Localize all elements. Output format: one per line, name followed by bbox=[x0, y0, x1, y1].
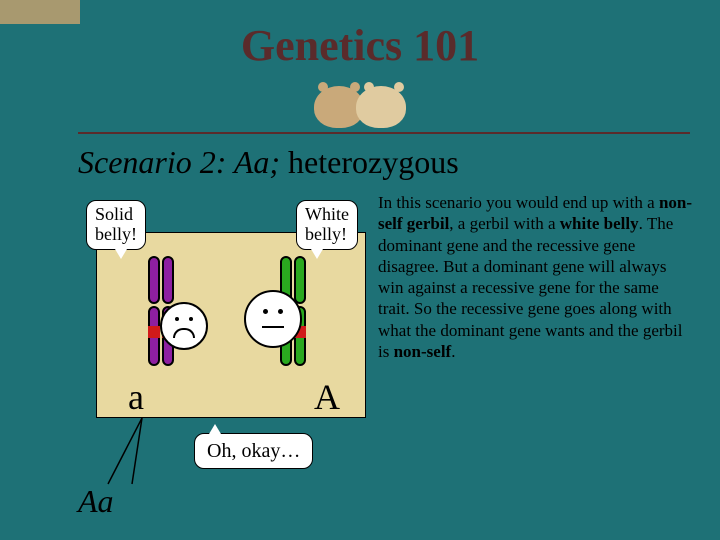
speech-solid-belly: Solidbelly! bbox=[86, 200, 146, 250]
para-seg: In this scenario you would end up with a bbox=[378, 193, 659, 212]
speech-text: Solidbelly! bbox=[95, 204, 137, 244]
speech-white-belly: Whitebelly! bbox=[296, 200, 358, 250]
subtitle-suffix: heterozygous bbox=[280, 144, 459, 180]
subtitle-prefix: Scenario 2: Aa; bbox=[78, 144, 280, 180]
para-seg: . The dominant gene and the recessive ge… bbox=[378, 214, 683, 361]
para-bold: white belly bbox=[560, 214, 639, 233]
explanation-paragraph: In this scenario you would end up with a… bbox=[378, 192, 694, 362]
face-recessive-icon bbox=[160, 302, 208, 350]
allele-recessive-label: a bbox=[128, 376, 144, 418]
speech-okay: Oh, okay… bbox=[194, 433, 313, 469]
para-seg: . bbox=[451, 342, 455, 361]
genotype-label: Aa bbox=[78, 483, 114, 520]
face-dominant-icon bbox=[244, 290, 302, 348]
para-seg: , a gerbil with a bbox=[449, 214, 559, 233]
slide-title: Genetics 101 bbox=[0, 20, 720, 71]
hamster-decoration bbox=[310, 78, 410, 132]
genotype-connector-lines bbox=[98, 418, 158, 488]
speech-text: Oh, okay… bbox=[207, 440, 300, 462]
allele-dominant-label: A bbox=[314, 376, 340, 418]
speech-text: Whitebelly! bbox=[305, 204, 349, 244]
scenario-subtitle: Scenario 2: Aa; heterozygous bbox=[78, 144, 459, 181]
para-bold: non-self bbox=[394, 342, 452, 361]
slide: Genetics 101 Scenario 2: Aa; heterozygou… bbox=[0, 0, 720, 540]
title-divider bbox=[78, 132, 690, 134]
